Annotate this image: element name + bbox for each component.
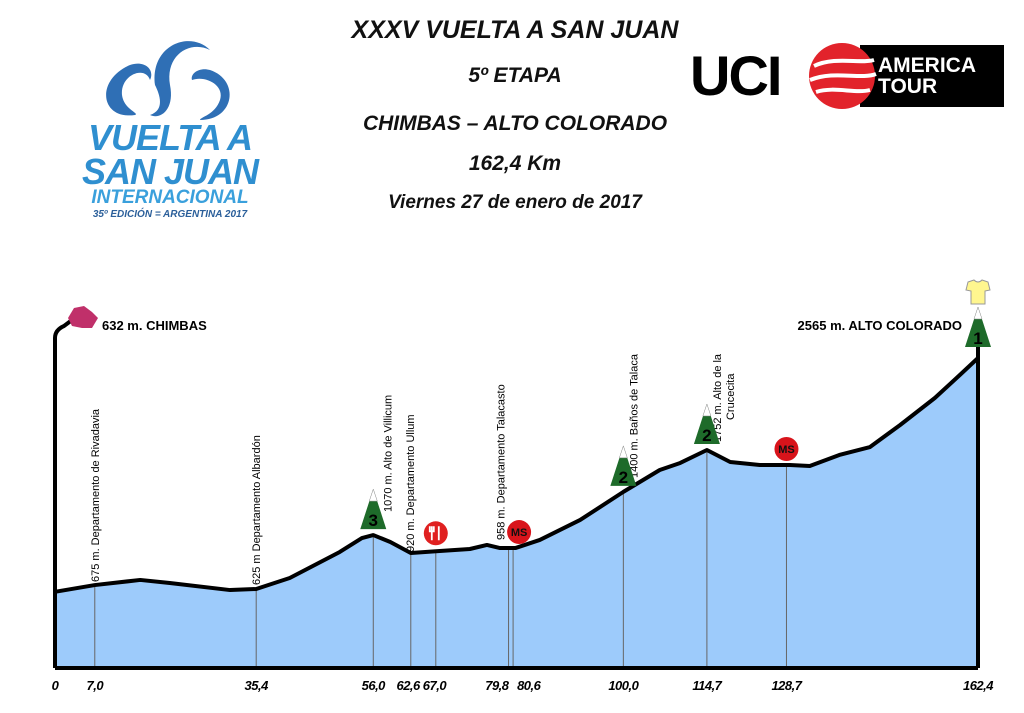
climb-category: 2 bbox=[619, 468, 628, 487]
x-tick-label: 35,4 bbox=[245, 678, 270, 693]
x-tick-label: 162,4 bbox=[963, 678, 994, 693]
x-tick-label: 7,0 bbox=[86, 678, 104, 693]
finish-label: 2565 m. ALTO COLORADO bbox=[798, 318, 962, 333]
tour-line-1: AMERICA bbox=[878, 54, 976, 77]
feed-zone-icon bbox=[423, 521, 448, 546]
sprint-label: MS bbox=[778, 444, 795, 456]
snow-cap-icon bbox=[702, 403, 712, 417]
start-town-icon bbox=[68, 306, 98, 328]
x-tick-label: 0 bbox=[52, 678, 60, 693]
tour-line-2: TOUR bbox=[878, 75, 938, 98]
x-tick-label: 80,6 bbox=[517, 678, 542, 693]
leader-jersey-icon bbox=[965, 279, 991, 305]
x-tick-label: 56,0 bbox=[362, 678, 387, 693]
uci-text: UCI bbox=[690, 44, 782, 107]
cutlery-icon bbox=[428, 526, 440, 541]
x-tick-label: 62,6 bbox=[396, 678, 421, 693]
cyclist-swirl-icon bbox=[106, 41, 230, 120]
logo-line-1: VUELTA A bbox=[88, 117, 253, 158]
waypoint-label: 1752 m. Alto de la bbox=[712, 353, 724, 442]
snow-cap-icon bbox=[368, 488, 378, 502]
climb-category: 1 bbox=[973, 329, 982, 348]
climb-mountain-icon bbox=[360, 489, 387, 530]
climb-category: 2 bbox=[702, 426, 711, 445]
waypoint-label: 625 m Departamento Albardón bbox=[251, 435, 263, 585]
uci-america-tour-logo: UCI AMERICA TOUR bbox=[690, 42, 1010, 110]
logo-line-3: INTERNACIONAL bbox=[91, 187, 249, 208]
race-title: XXXV VUELTA A SAN JUAN bbox=[351, 16, 679, 44]
swoosh-icon bbox=[809, 43, 877, 109]
climb-mountain-icon bbox=[610, 445, 637, 486]
profile-line bbox=[54, 356, 980, 594]
waypoint-label-line2: Crucecita bbox=[725, 373, 737, 420]
vuelta-san-juan-logo: VUELTA A SAN JUAN INTERNACIONAL 35º EDIC… bbox=[60, 25, 280, 225]
climb-category: 3 bbox=[369, 511, 378, 530]
snow-cap-icon bbox=[973, 306, 983, 320]
climb-mountain-icon bbox=[693, 403, 720, 444]
logo-line-4: 35º EDICIÓN = ARGENTINA 2017 bbox=[92, 209, 248, 220]
waypoint-label: 675 m. Departamento de Rivadavia bbox=[90, 408, 102, 582]
sprint-label: MS bbox=[511, 527, 528, 539]
profile-area bbox=[55, 358, 978, 668]
start-label: 632 m. CHIMBAS bbox=[102, 318, 207, 333]
stage-date: Viernes 27 de enero de 2017 bbox=[388, 192, 642, 213]
sprint-icon bbox=[507, 520, 532, 545]
snow-cap-icon bbox=[619, 445, 628, 459]
x-tick-label: 100,0 bbox=[608, 678, 639, 693]
stage-distance: 162,4 Km bbox=[468, 152, 562, 175]
logo-line-2: SAN JUAN bbox=[81, 151, 259, 192]
climb-mountain-icon bbox=[965, 307, 991, 347]
sprint-icon bbox=[774, 436, 799, 461]
x-tick-label: 114,7 bbox=[692, 678, 722, 693]
start-line bbox=[53, 318, 74, 668]
waypoint-label: 1400 m. Baños de Talaca bbox=[628, 353, 640, 478]
stage-route: CHIMBAS – ALTO COLORADO bbox=[362, 112, 668, 135]
waypoint-label: 920 m. Departamento Ullum bbox=[405, 414, 417, 552]
waypoint-label: 958 m. Departamento Talacasto bbox=[496, 384, 508, 540]
x-tick-label: 128,7 bbox=[771, 678, 802, 693]
x-tick-label: 67,0 bbox=[423, 678, 448, 693]
stage-number: 5º ETAPA bbox=[468, 64, 562, 87]
x-tick-label: 79,8 bbox=[485, 678, 510, 693]
waypoint-label: 1070 m. Alto de Villicum bbox=[382, 395, 394, 512]
tour-box bbox=[860, 45, 1004, 107]
